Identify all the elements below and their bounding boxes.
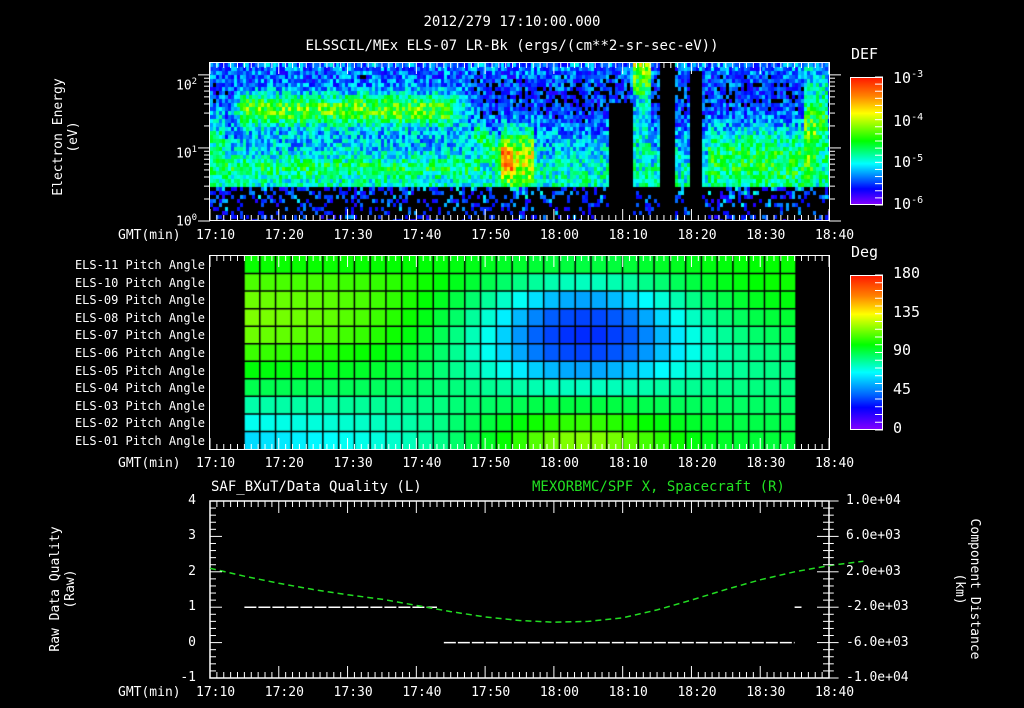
xtick-label: 17:50: [471, 228, 511, 243]
plot-timestamp: 2012/279 17:10:00.000: [423, 14, 601, 30]
pitch-row-label: ELS-08 Pitch Angle: [74, 310, 205, 325]
xtick-label: 17:10: [196, 456, 236, 471]
deg-colorbar-label: Deg: [851, 243, 879, 261]
xtick-label: 18:30: [746, 228, 786, 243]
ytick-left: -1: [180, 670, 196, 685]
ytick-right: -1.0e+04: [846, 670, 909, 685]
xtick-label: 18:00: [539, 228, 580, 243]
ytick-right: 1.0e+04: [846, 493, 901, 508]
pitch-row-label: ELS-05 Pitch Angle: [74, 363, 205, 378]
xtick-label: 17:20: [264, 685, 304, 700]
xtick-label: 18:20: [677, 456, 717, 471]
cbar-tick-135: 135: [893, 303, 921, 321]
xtick-label: 18:10: [608, 228, 648, 243]
xtick-label: 17:40: [402, 228, 442, 243]
spectrogram-image: [210, 63, 829, 220]
spacecraft-x-line: [209, 560, 864, 623]
xtick-label: 18:40: [815, 456, 855, 471]
cbar-tick-0: 0: [893, 419, 903, 437]
ytick-right: 2.0e+03: [846, 563, 901, 579]
pitch-angle-grid: [244, 256, 796, 449]
ytick-left: 1: [188, 599, 196, 615]
ytick-left: 4: [188, 493, 196, 508]
ytick-right: -6.0e+03: [846, 634, 909, 650]
pitch-row-label: ELS-06 Pitch Angle: [74, 346, 205, 360]
xtick-label: 17:10: [196, 228, 236, 243]
xtick-label: 18:10: [608, 685, 648, 700]
xtick-label: 17:20: [264, 456, 304, 471]
cbar-tick-90: 90: [893, 341, 912, 359]
pitch-row-label: ELS-03 Pitch Angle: [74, 398, 205, 413]
pitch-row-label: ELS-02 Pitch Angle: [74, 416, 205, 431]
pitch-row-label: ELS-01 Pitch Angle: [74, 434, 205, 448]
xtick-label: 17:30: [333, 685, 373, 700]
xtick-label: 17:30: [333, 228, 373, 243]
xtick-label: 18:20: [677, 228, 717, 243]
xtick-label: 18:30: [746, 685, 786, 700]
ytick-1e2: 102: [176, 77, 198, 94]
xaxis-label-3: GMT(min): [118, 685, 181, 700]
xaxis-label-2: GMT(min): [118, 456, 181, 471]
pitch-row-label: ELS-09 Pitch Angle: [74, 293, 205, 308]
xtick-label: 18:00: [539, 685, 580, 700]
ytick-right: -2.0e+03: [846, 599, 909, 615]
xtick-label: 17:30: [333, 456, 373, 471]
ytick-left: 3: [188, 528, 196, 544]
quality-title-left: SAF_BXuT/Data Quality (L): [211, 479, 422, 495]
xtick-label: 18:00: [539, 456, 580, 471]
cbar-tick-1e-4: 10-4: [893, 112, 924, 130]
cbar-tick-45: 45: [893, 380, 912, 398]
ytick-left: 2: [188, 563, 196, 579]
ytick-right: 6.0e+03: [846, 528, 901, 544]
pitch-row-label: ELS-07 Pitch Angle: [74, 328, 205, 343]
ytick-1e1: 101: [176, 145, 198, 162]
ytick-1e0: 100: [176, 213, 198, 230]
xtick-label: 18:30: [746, 456, 786, 471]
xtick-label: 17:40: [402, 456, 442, 471]
pitch-row-label: ELS-10 Pitch Angle: [74, 275, 205, 290]
xtick-label: 18:10: [608, 456, 648, 471]
xtick-label: 18:40: [815, 685, 855, 700]
xtick-label: 17:10: [196, 685, 236, 700]
ytick-left: 0: [188, 634, 196, 650]
xtick-label: 17:50: [471, 456, 511, 471]
cbar-tick-180: 180: [893, 264, 921, 282]
cbar-tick-1e-3: 10-3: [893, 69, 924, 87]
def-colorbar-label: DEF: [851, 45, 879, 63]
cbar-tick-1e-6: 10-6: [893, 195, 924, 213]
xtick-label: 17:40: [402, 685, 442, 700]
plot-subtitle: ELSSCIL/MEx ELS-07 LR-Bk (ergs/(cm**2-sr…: [305, 38, 719, 54]
xtick-label: 17:50: [471, 685, 511, 700]
pitch-row-label: ELS-11 Pitch Angle: [74, 258, 205, 272]
quality-title-right: MEXORBMC/SPF X, Spacecraft (R): [532, 479, 785, 495]
xtick-label: 17:20: [264, 228, 304, 243]
pitch-row-label: ELS-04 Pitch Angle: [74, 381, 205, 396]
xtick-label: 18:20: [677, 685, 717, 700]
xaxis-label-1: GMT(min): [118, 228, 181, 243]
cbar-tick-1e-5: 10-5: [893, 153, 924, 171]
xtick-label: 18:40: [815, 228, 855, 243]
